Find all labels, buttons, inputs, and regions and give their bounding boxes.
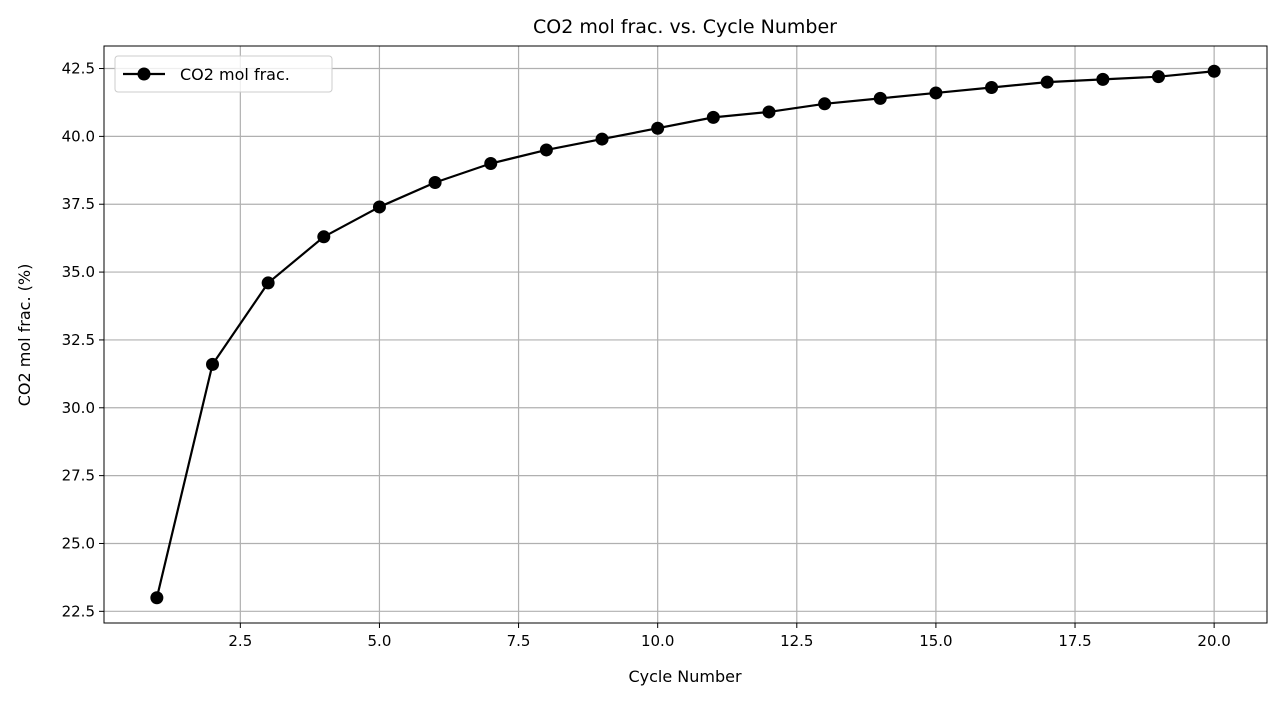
x-tick-label: 7.5	[507, 632, 531, 650]
chart-title: CO2 mol frac. vs. Cycle Number	[533, 16, 837, 38]
legend-box	[114, 55, 333, 93]
data-point	[762, 105, 776, 119]
y-tick-label: 35.0	[62, 263, 95, 281]
data-point	[818, 97, 832, 111]
data-point	[428, 176, 442, 190]
data-point	[372, 200, 386, 214]
x-tick-label: 5.0	[368, 632, 392, 650]
series-layer	[150, 64, 1221, 605]
data-point	[150, 591, 164, 605]
y-axis-label: CO2 mol frac. (%)	[15, 264, 34, 407]
data-point	[706, 110, 720, 124]
data-point	[873, 91, 887, 105]
data-point	[539, 143, 553, 157]
x-tick-label: 20.0	[1197, 632, 1230, 650]
x-tick-label: 12.5	[780, 632, 813, 650]
series-line	[155, 70, 1215, 599]
y-tick-label: 40.0	[62, 127, 95, 145]
x-tick-label: 15.0	[919, 632, 952, 650]
tick-layer: 2.5 5.0 7.5 10.0 12.5 15.0 17.5 20.0 22.5 25.0 27.…	[62, 60, 1231, 650]
y-tick-label: 30.0	[62, 399, 95, 417]
data-point	[1151, 70, 1165, 84]
y-tick-label: 42.5	[62, 60, 95, 78]
data-point	[261, 276, 275, 290]
y-tick-label: 32.5	[62, 331, 95, 349]
legend: CO2 mol frac.	[114, 55, 333, 93]
y-tick-label: 25.0	[62, 534, 95, 552]
grid-layer	[104, 46, 1267, 623]
x-tick-label: 10.0	[641, 632, 674, 650]
data-point	[651, 121, 665, 135]
y-tick-label: 22.5	[62, 602, 95, 620]
legend-label: CO2 mol frac.	[180, 65, 290, 84]
x-axis-label: Cycle Number	[628, 667, 742, 686]
data-point	[595, 132, 609, 146]
data-point	[317, 230, 331, 244]
data-point	[206, 357, 220, 371]
data-point	[484, 157, 498, 171]
data-point	[1040, 75, 1054, 89]
y-tick-label: 37.5	[62, 195, 95, 213]
x-tick-label: 17.5	[1058, 632, 1091, 650]
data-point	[1096, 72, 1110, 86]
data-point	[985, 81, 999, 95]
data-point	[1207, 64, 1221, 78]
y-tick-label: 27.5	[62, 467, 95, 485]
data-point	[929, 86, 943, 100]
x-tick-label: 2.5	[228, 632, 252, 650]
plot-area-frame	[103, 45, 1268, 624]
legend-marker-swatch	[137, 67, 151, 81]
